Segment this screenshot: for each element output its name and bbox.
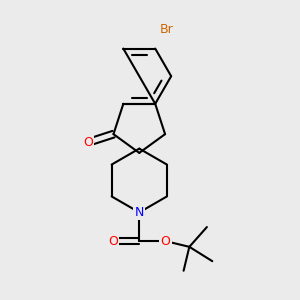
Text: O: O	[160, 235, 170, 248]
Text: N: N	[135, 206, 144, 219]
Text: Br: Br	[160, 23, 173, 36]
Text: O: O	[83, 136, 93, 149]
Text: O: O	[108, 235, 118, 248]
